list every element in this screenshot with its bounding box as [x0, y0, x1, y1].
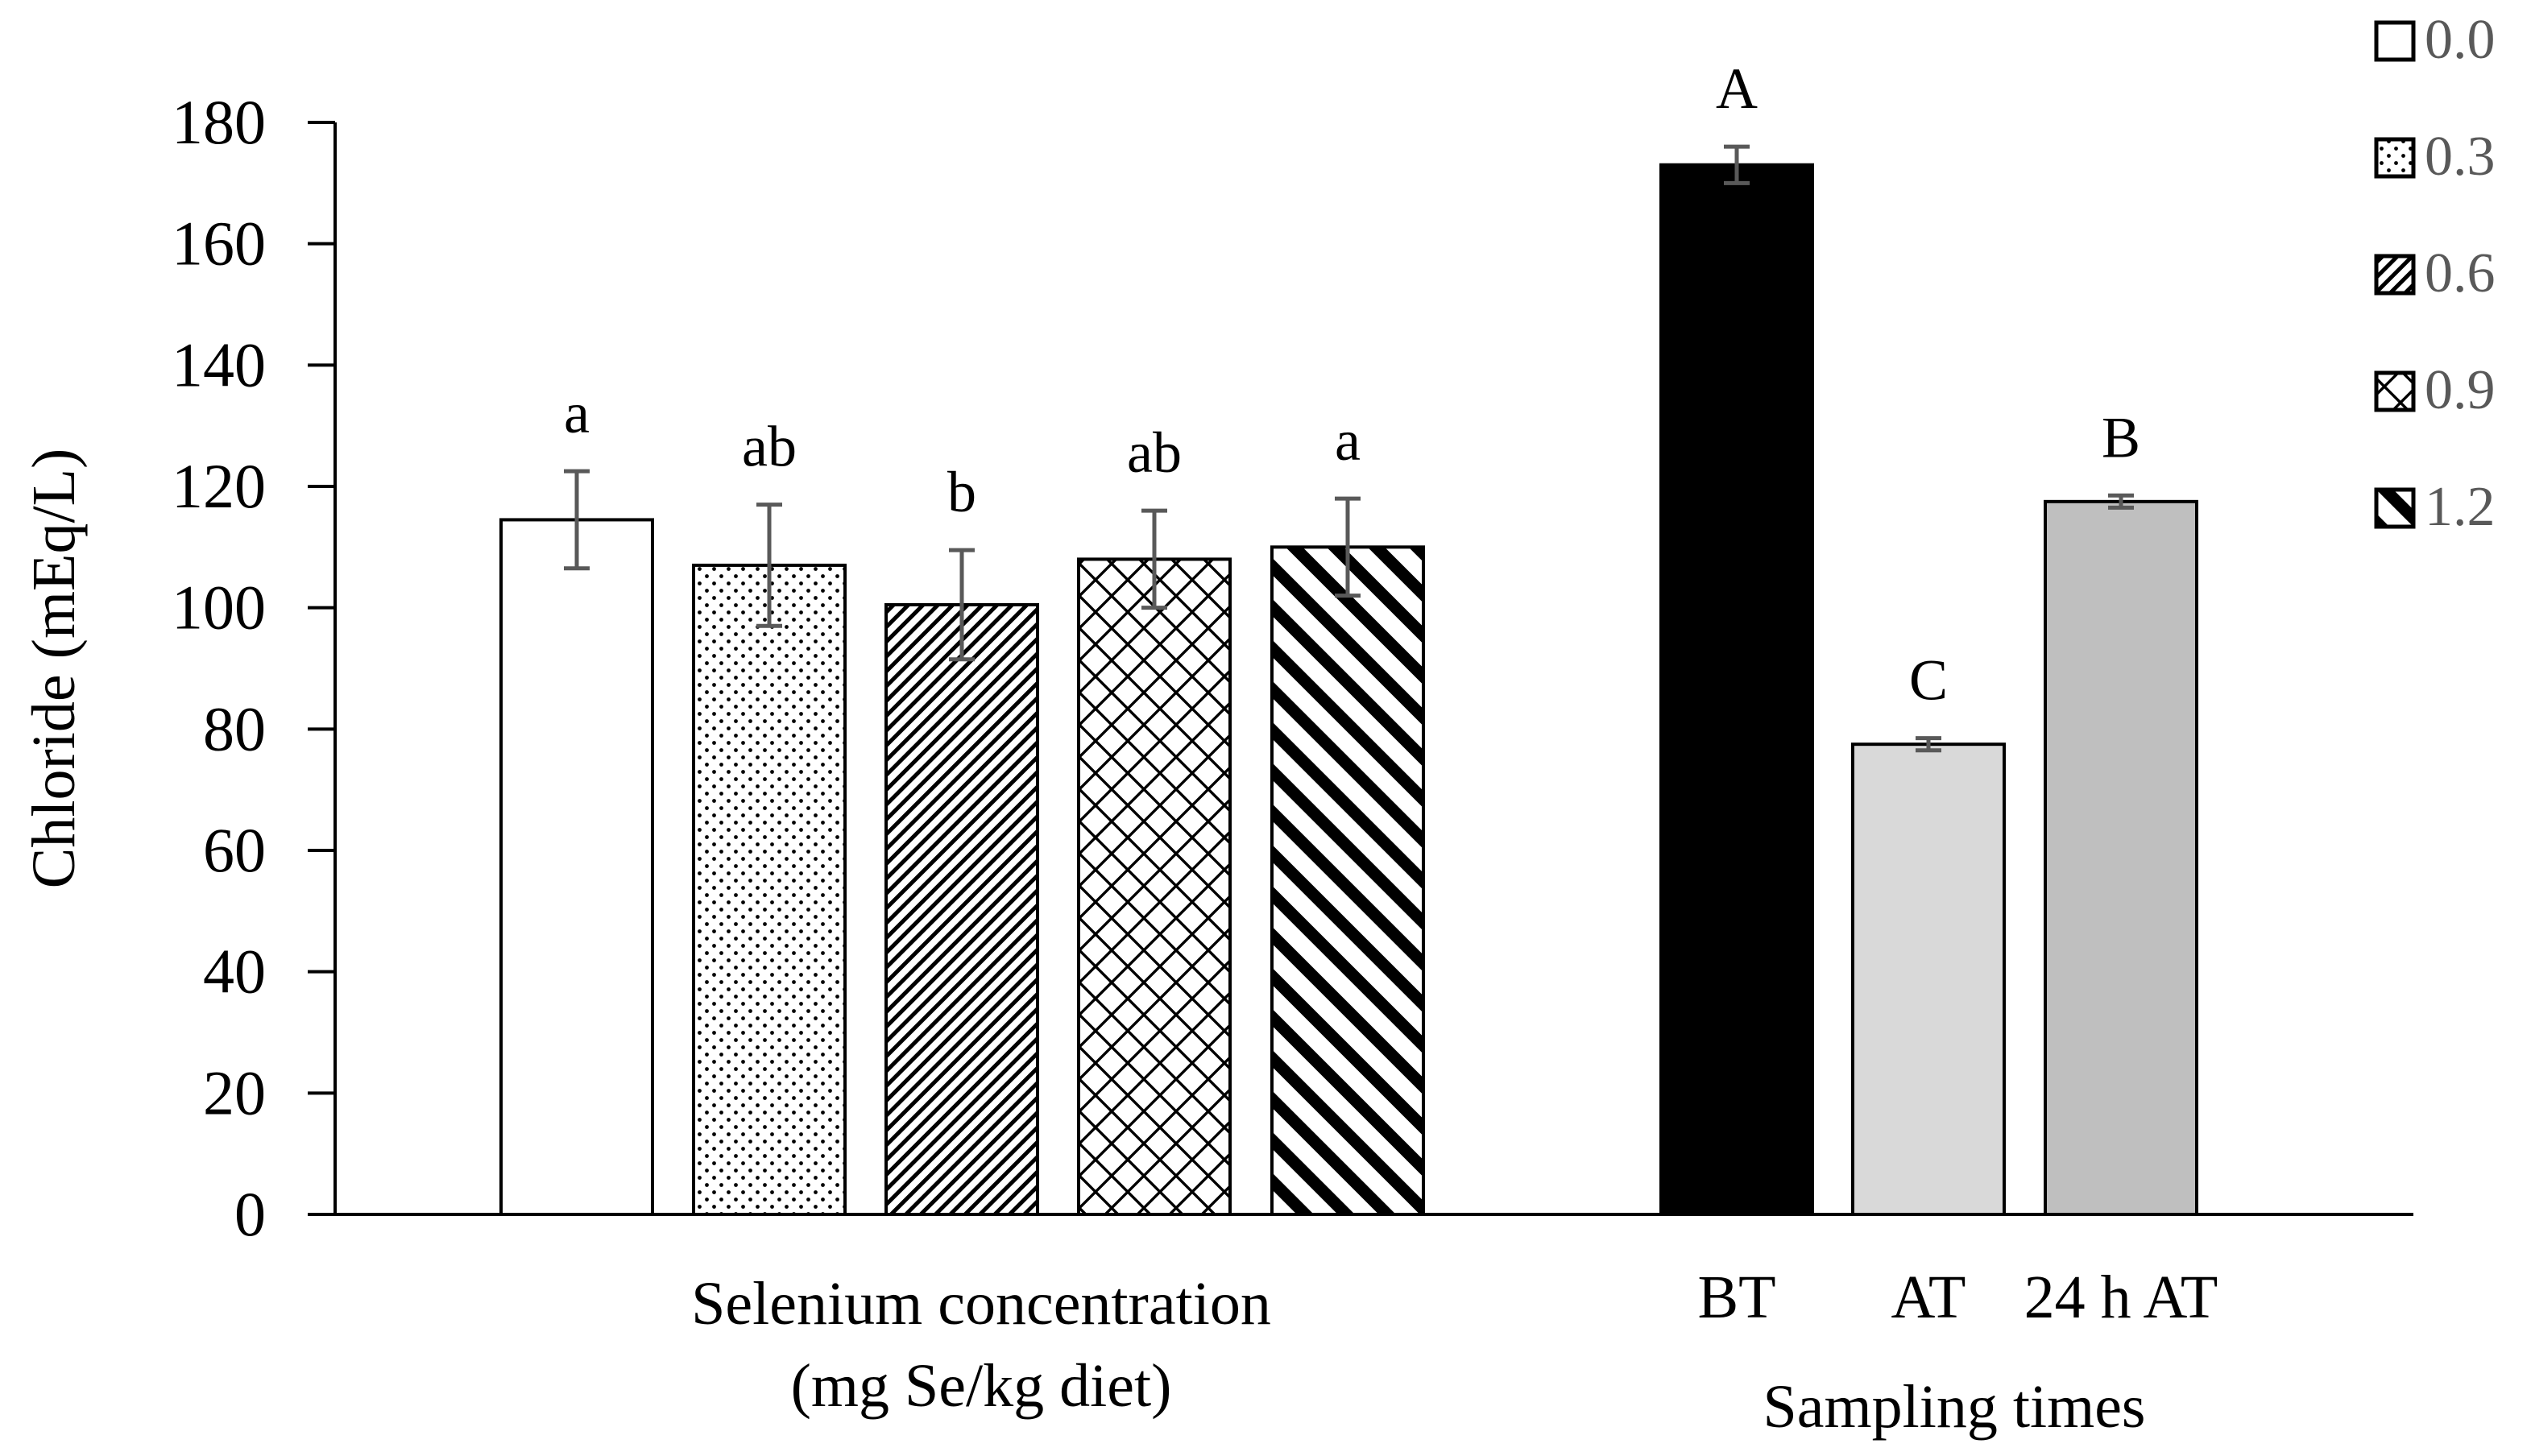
group-title-2-line-1: Sampling times: [1763, 1373, 2146, 1441]
y-tick-label: 160: [172, 209, 266, 279]
legend-label-0-0: 0.0: [2425, 9, 2496, 71]
x-category-label-at: AT: [1891, 1264, 1966, 1331]
legend-swatch-0-0: [2374, 20, 2416, 62]
y-tick-label: 40: [203, 937, 266, 1007]
legend-swatch-0-3: [2374, 137, 2416, 179]
bar-at: [1851, 742, 2006, 1216]
y-axis-title: Chloride (mEq/L): [20, 449, 88, 889]
significance-label-0-0: a: [564, 381, 590, 445]
legend-swatch-0-6: [2374, 254, 2416, 296]
y-tick-label: 180: [172, 87, 266, 157]
significance-label-0-9: ab: [1127, 420, 1182, 485]
y-tick-label: 80: [203, 693, 266, 763]
bar-bt: [1659, 163, 1814, 1217]
significance-label-24-h-at: B: [2102, 405, 2140, 469]
y-tick-label: 0: [234, 1179, 266, 1249]
y-tick-label: 20: [203, 1057, 266, 1127]
legend-label-1-2: 1.2: [2425, 476, 2496, 538]
bar-1-2: [1270, 545, 1425, 1216]
group-title-1-line-1: Selenium concentration: [691, 1270, 1271, 1338]
legend-swatch-1-2: [2374, 487, 2416, 529]
y-tick-label: 60: [203, 815, 266, 885]
bars-layer: [499, 144, 2198, 1217]
bar-0-9: [1077, 557, 1232, 1216]
x-category-label-bt: BT: [1697, 1264, 1775, 1331]
legend-label-0-3: 0.3: [2425, 126, 2496, 188]
significance-label-0-3: ab: [742, 415, 797, 479]
significance-label-0-6: b: [947, 460, 976, 524]
bar-0-6: [884, 602, 1039, 1216]
legend: 0.0 0.3 0.6 0.9 1.2: [2374, 9, 2496, 538]
legend-label-0-9: 0.9: [2425, 359, 2496, 421]
y-tick-label: 120: [172, 451, 266, 521]
significance-label-bt: A: [1716, 56, 1758, 121]
bar-0-0: [499, 518, 654, 1216]
significance-label-at: C: [1909, 648, 1948, 713]
significance-label-1-2: a: [1335, 408, 1361, 473]
bar-0-3: [692, 563, 847, 1216]
y-tick-label: 140: [172, 329, 266, 399]
bar-24-h-at: [2044, 499, 2198, 1216]
axes-layer: 0 20 40 60 80 100 120 140 160 180 Chloride (mEq/L): [20, 87, 2413, 1249]
x-category-label-24-h-at: 24 h AT: [2024, 1264, 2218, 1331]
legend-label-0-6: 0.6: [2425, 242, 2496, 304]
group-title-1-line-2: (mg Se/kg diet): [791, 1352, 1172, 1420]
labels-layer: a ab b ab a Selenium concentration (mg Se/kg d…: [564, 56, 2218, 1441]
y-tick-label: 100: [172, 573, 266, 643]
legend-swatch-0-9: [2374, 370, 2416, 412]
